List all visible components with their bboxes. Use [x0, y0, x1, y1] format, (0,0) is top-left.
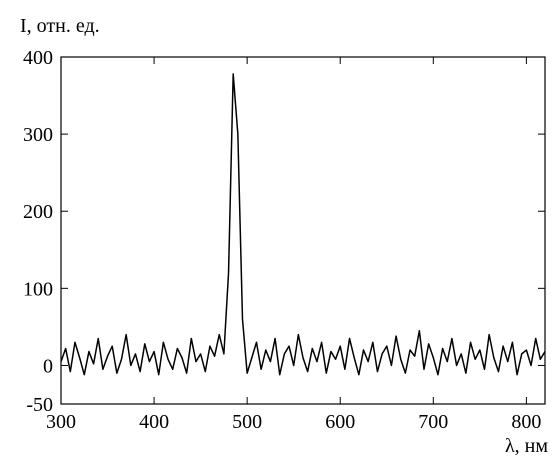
y-tick-label: 400 [23, 47, 53, 69]
x-axis-label: λ, нм [505, 435, 548, 457]
y-tick-label: 100 [23, 278, 53, 300]
x-tick-label: 500 [232, 411, 262, 433]
x-tick-label: 300 [46, 411, 76, 433]
spectrum-line [60, 73, 546, 376]
y-tick-label: 300 [23, 124, 53, 146]
x-tick-label: 400 [139, 411, 169, 433]
y-tick-label: 200 [23, 201, 53, 223]
plot-frame [60, 56, 546, 405]
y-axis-label: I, отн. ед. [20, 15, 100, 37]
x-tick-label: 700 [418, 411, 448, 433]
y-tick-label: -50 [26, 394, 53, 416]
x-tick-label: 600 [325, 411, 355, 433]
x-tick-label: 800 [511, 411, 541, 433]
y-tick-label: 0 [43, 355, 53, 377]
